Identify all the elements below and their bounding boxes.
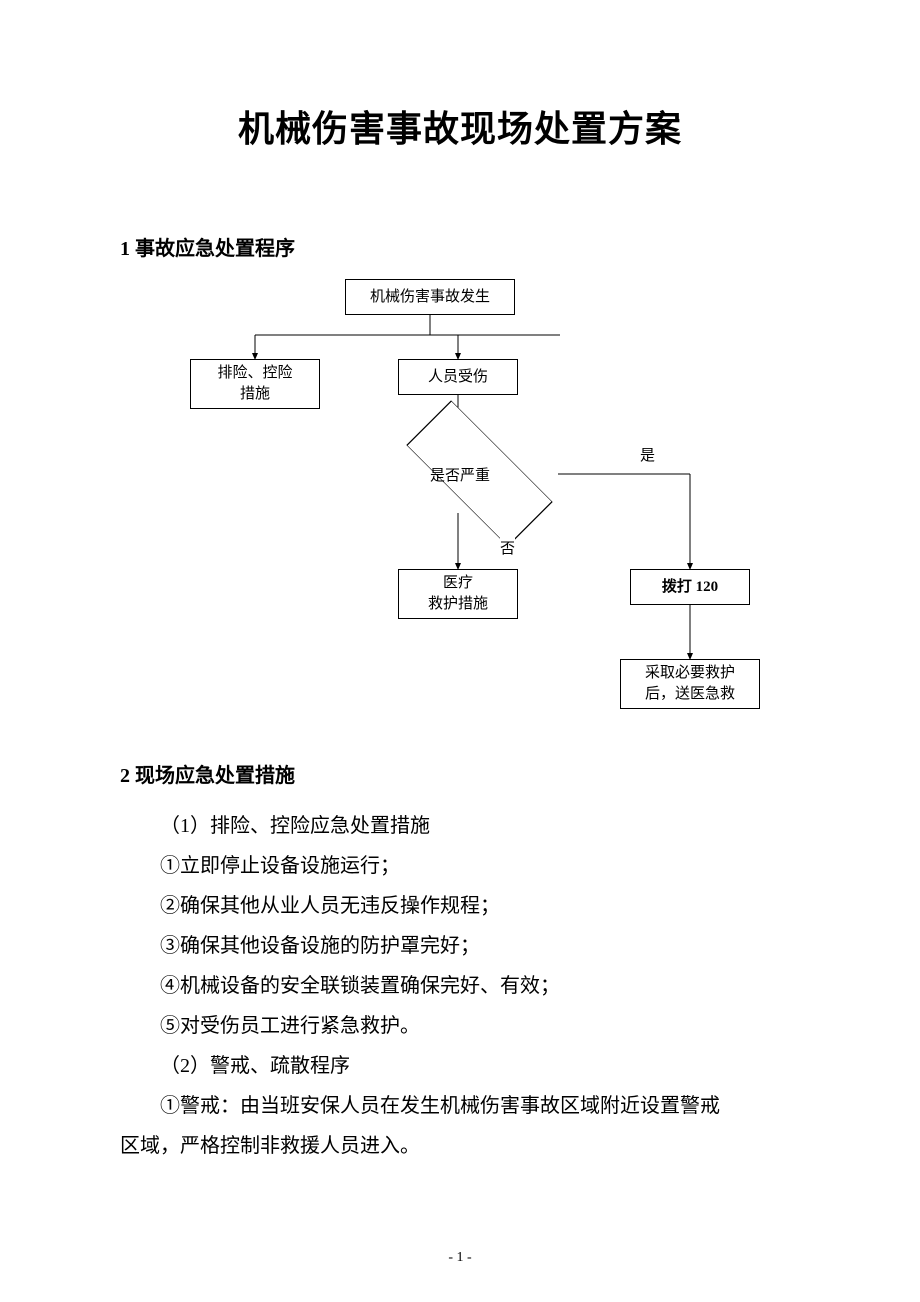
page-number: - 1 - [0, 1250, 920, 1266]
node-injured: 人员受伤 [398, 359, 518, 395]
node-decision: 是否严重 [360, 434, 560, 514]
s2-p7: （2）警戒、疏散程序 [120, 1046, 800, 1086]
s2-p8b: 区域，严格控制非救援人员进入。 [120, 1126, 800, 1166]
s2-p1: （1）排险、控险应急处置措施 [120, 806, 800, 846]
node-decision-label: 是否严重 [430, 464, 490, 485]
flowchart: 机械伤害事故发生 排险、控险 措施 人员受伤 是否严重 医疗 救护措施 拨打 1… [120, 279, 800, 739]
s2-p2: ①立即停止设备设施运行； [120, 846, 800, 886]
node-medical: 医疗 救护措施 [398, 569, 518, 619]
node-injured-label: 人员受伤 [428, 367, 488, 388]
s2-p8a: ①警戒：由当班安保人员在发生机械伤害事故区域附近设置警戒 [120, 1086, 800, 1126]
node-start: 机械伤害事故发生 [345, 279, 515, 315]
node-control-label: 排险、控险 措施 [217, 363, 292, 405]
s2-p4: ③确保其他设备设施的防护罩完好； [120, 926, 800, 966]
document-title: 机械伤害事故现场处置方案 [120, 100, 800, 152]
edge-label-yes: 是 [640, 444, 655, 465]
edge-label-no: 否 [500, 537, 515, 558]
section-1-heading: 1 事故应急处置程序 [120, 232, 800, 261]
node-call120: 拨打 120 [630, 569, 750, 605]
s2-p6: ⑤对受伤员工进行紧急救护。 [120, 1006, 800, 1046]
node-medical-label: 医疗 救护措施 [428, 573, 488, 615]
node-control: 排险、控险 措施 [190, 359, 320, 409]
node-call120-label: 拨打 120 [662, 577, 718, 598]
s2-p5: ④机械设备的安全联锁装置确保完好、有效； [120, 966, 800, 1006]
section-2-heading: 2 现场应急处置措施 [120, 759, 800, 788]
s2-p3: ②确保其他从业人员无违反操作规程； [120, 886, 800, 926]
node-rescue: 采取必要救护 后，送医急救 [620, 659, 760, 709]
page: 机械伤害事故现场处置方案 1 事故应急处置程序 [0, 0, 920, 1302]
node-start-label: 机械伤害事故发生 [370, 287, 490, 308]
node-rescue-label: 采取必要救护 后，送医急救 [645, 663, 735, 705]
